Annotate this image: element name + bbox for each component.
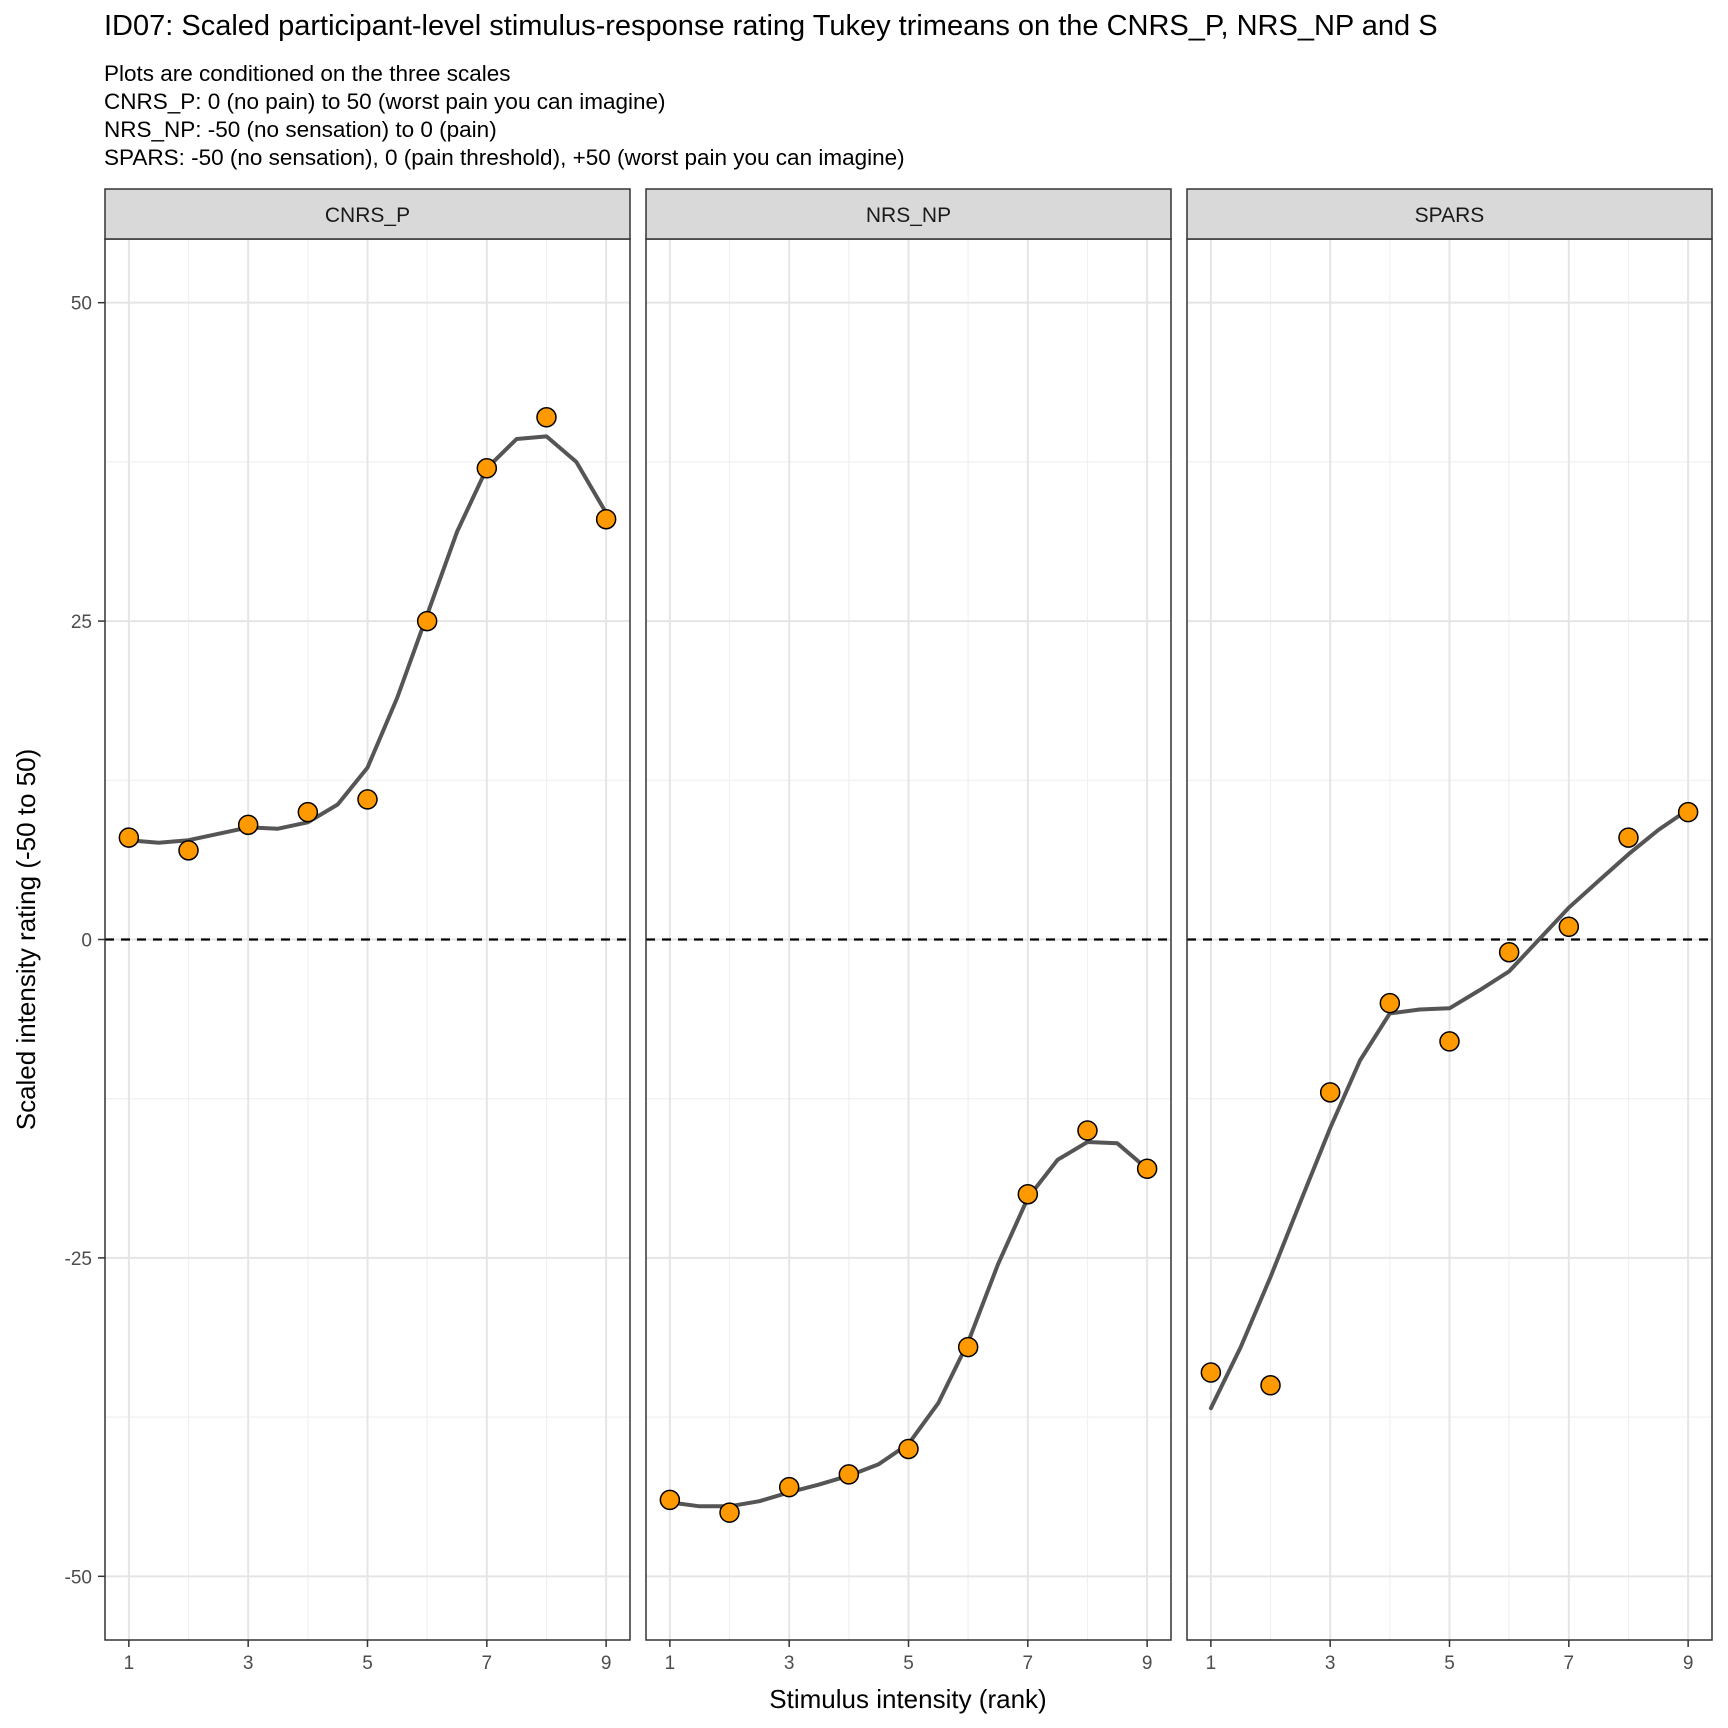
smooth-line [1208, 807, 1691, 1411]
data-point [1200, 1362, 1222, 1383]
data-point [838, 1464, 860, 1485]
y-tick-label: -25 [65, 1249, 92, 1270]
facet-label: SPARS [1415, 204, 1485, 227]
data-point [237, 814, 259, 836]
x-tick-label: 3 [784, 1653, 795, 1674]
data-point [416, 610, 438, 632]
x-tick-label: 1 [665, 1653, 676, 1674]
chart-subtitle: Plots are conditioned on the three scale… [104, 60, 905, 172]
x-tick-label: 3 [243, 1653, 254, 1674]
y-axis-title: Scaled intensity rating (-50 to 50) [11, 749, 41, 1131]
x-tick-label: 1 [1206, 1653, 1217, 1674]
data-point [476, 458, 498, 479]
x-tick-label: 5 [1444, 1653, 1455, 1674]
data-point [595, 508, 617, 530]
facet-label: NRS_NP [866, 204, 951, 227]
x-tick-label: 9 [1683, 1653, 1694, 1674]
data-point [957, 1336, 979, 1358]
data-point [297, 801, 319, 823]
x-tick-label: 7 [1564, 1653, 1575, 1674]
x-tick-label: 3 [1325, 1653, 1336, 1674]
data-point [1498, 941, 1520, 963]
y-tick-label: 25 [71, 612, 92, 633]
subtitle-line: Plots are conditioned on the three scale… [104, 61, 511, 86]
data-point [1379, 992, 1401, 1014]
x-tick-label: 5 [903, 1653, 914, 1674]
facet-strip [645, 188, 1172, 240]
subtitle-line: NRS_NP: -50 (no sensation) to 0 (pain) [104, 117, 497, 142]
y-tick-label: 50 [71, 294, 92, 315]
data-point [1017, 1183, 1039, 1205]
data-point [1439, 1031, 1460, 1052]
data-point [778, 1476, 800, 1498]
data-point [357, 789, 378, 810]
data-point [1618, 827, 1639, 848]
smooth-line [126, 434, 609, 845]
data-point [1260, 1375, 1281, 1396]
facet-strip [1186, 188, 1713, 240]
data-point [1136, 1158, 1158, 1180]
x-tick-label: 9 [1142, 1653, 1153, 1674]
data-point [719, 1502, 740, 1523]
data-point [1319, 1082, 1341, 1103]
facet-label: CNRS_P [325, 204, 410, 227]
data-point [659, 1489, 681, 1511]
data-point [1677, 801, 1699, 823]
x-tick-label: 1 [124, 1653, 135, 1674]
facet-strip [104, 188, 631, 240]
x-axis-title: Stimulus intensity (rank) [769, 1684, 1046, 1714]
data-point [118, 827, 140, 848]
x-tick-label: 9 [601, 1653, 612, 1674]
chart-title: ID07: Scaled participant-level stimulus-… [104, 10, 1438, 42]
data-point [536, 407, 557, 428]
x-tick-label: 7 [1023, 1653, 1034, 1674]
data-point [1077, 1120, 1098, 1141]
data-point [1558, 916, 1580, 938]
subtitle-line: CNRS_P: 0 (no pain) to 50 (worst pain yo… [104, 89, 666, 114]
x-tick-label: 7 [482, 1653, 493, 1674]
data-point [898, 1438, 919, 1460]
subtitle-line: SPARS: -50 (no sensation), 0 (pain thres… [104, 145, 905, 170]
x-tick-label: 5 [362, 1653, 373, 1674]
y-tick-label: 0 [81, 931, 92, 952]
y-tick-label: -50 [65, 1567, 92, 1588]
data-point [178, 840, 199, 861]
